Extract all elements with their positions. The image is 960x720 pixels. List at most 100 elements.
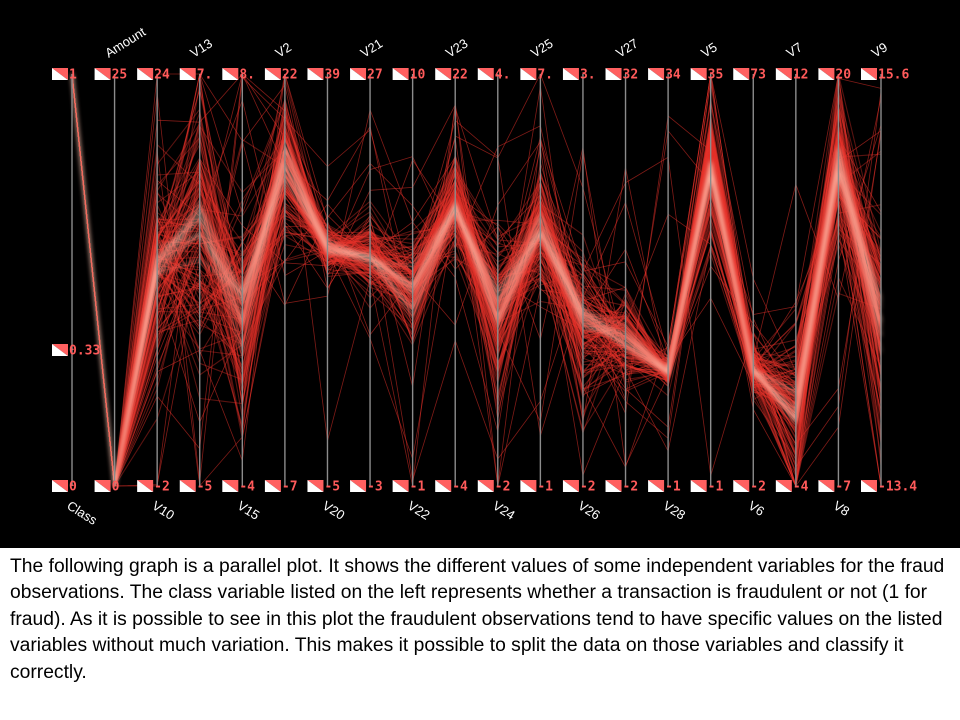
tick-label-bottom-v2: -7: [282, 480, 298, 495]
density-highlight-layer: [70, 73, 883, 487]
tick-label-top-v21: 27: [367, 68, 383, 83]
data-line: [71, 73, 882, 487]
range-handle-top-v20-face: [307, 68, 324, 80]
tick-label-top-v27: 32: [623, 68, 639, 83]
tick-label-bottom-v24: -2: [495, 480, 511, 495]
tick-label-bottom-v21: -3: [367, 480, 383, 495]
tick-label-top-v5: 35: [708, 68, 724, 83]
axis-name-v9: V9: [869, 39, 890, 60]
range-handle-bottom-v28-face: [648, 480, 665, 492]
range-handle-bottom-v9-face: [861, 480, 877, 492]
data-line: [71, 73, 882, 487]
axis-name-v13: V13: [187, 36, 215, 61]
tick-label-top-v28: 34: [665, 68, 681, 83]
axis-name-v21: V21: [358, 36, 386, 61]
data-line: [71, 73, 882, 487]
data-line: [71, 73, 882, 487]
range-handle-top-v8-face: [818, 68, 835, 80]
range-handle-top-v9-face: [861, 68, 877, 80]
axis-name-v8: V8: [831, 498, 852, 519]
tick-label-top-v7: 12: [793, 68, 809, 83]
range-handle-bottom-v27-face: [605, 480, 622, 492]
parallel-plot: 100.33Class250Amount24-2V107.-5V138.-4V1…: [52, 24, 917, 528]
range-handle-top-v2-face: [264, 68, 281, 80]
data-line: [71, 73, 882, 487]
range-handle-top-v15-face: [222, 68, 239, 80]
caption: The following graph is a parallel plot. …: [10, 556, 945, 683]
data-line: [71, 73, 882, 487]
data-line: [71, 73, 882, 487]
axis-name-v25: V25: [528, 36, 556, 61]
range-handle-bottom-v24-face: [477, 480, 494, 492]
range-handle-bottom-v2-face: [264, 480, 281, 492]
range-handle-top-v6-face: [733, 68, 750, 80]
data-line: [71, 73, 882, 487]
range-handle-top-v25-face: [520, 68, 537, 80]
axis-name-v27: V27: [613, 36, 641, 61]
range-handle-top-class-face: [52, 68, 68, 80]
range-handle-top-v10-face: [137, 68, 154, 80]
tick-label-mid-class: 0.33: [69, 344, 100, 359]
data-line: [71, 73, 882, 487]
range-handle-bottom-v26-face: [562, 480, 579, 492]
axis-name-v6: V6: [746, 498, 767, 519]
tick-label-top-v9: 15.6: [878, 68, 909, 83]
tick-label-top-v26: 3.: [580, 68, 596, 83]
tick-label-bottom-v9: -13.4: [878, 480, 917, 495]
tick-label-bottom-v23: -4: [452, 480, 468, 495]
axis-name-v24: V24: [490, 498, 518, 523]
axis-name-v2: V2: [273, 39, 294, 60]
tick-label-bottom-v10: -2: [154, 480, 170, 495]
range-handle-bottom-v23-face: [435, 480, 452, 492]
data-line: [71, 73, 882, 487]
parallel-plot-panel: 1 0 0.33 Class 25 0 Amount 24 -2 V10 7. -5 V13 8. -4 V1…: [0, 0, 960, 548]
tick-label-bottom-v20: -5: [324, 480, 340, 495]
tick-label-top-v10: 24: [154, 68, 170, 83]
axis-name-v5: V5: [698, 39, 719, 60]
data-line: [71, 73, 882, 487]
tick-label-top-v15: 8.: [239, 68, 255, 83]
tick-label-bottom-v6: -2: [750, 480, 766, 495]
tick-label-top-amount: 25: [112, 68, 128, 83]
axis-layer: [71, 74, 882, 486]
range-handle-bottom-v5-face: [690, 480, 707, 492]
range-handle-top-v7-face: [775, 68, 792, 80]
tick-label-bottom-v27: -2: [623, 480, 639, 495]
tick-label-bottom-v7: -4: [793, 480, 809, 495]
range-handle-bottom-v6-face: [733, 480, 750, 492]
axis-name-v23: V23: [443, 36, 471, 61]
tick-label-top-class: 1: [69, 68, 77, 83]
tick-label-bottom-v22: -1: [410, 480, 426, 495]
data-line: [71, 73, 882, 487]
axis-name-v26: V26: [575, 498, 603, 523]
density-core-line: [70, 73, 883, 487]
range-handle-bottom-v20-face: [307, 480, 324, 492]
axis-name-v22: V22: [405, 498, 433, 523]
tick-label-top-v6: 73: [750, 68, 766, 83]
range-handle-top-v26-face: [562, 68, 579, 80]
axis-name-v28: V28: [661, 498, 689, 523]
range-handle-bottom-v22-face: [392, 480, 409, 492]
axis-name-v10: V10: [150, 498, 178, 523]
range-handle-bottom-v13-face: [179, 480, 196, 492]
data-line: [71, 73, 882, 487]
range-handle-top-v21-face: [350, 68, 367, 80]
range-handle-bottom-amount-face: [94, 480, 111, 492]
tick-label-bottom-amount: 0: [112, 480, 120, 495]
tick-label-top-v24: 4.: [495, 68, 511, 83]
data-line: [71, 73, 882, 487]
tick-label-bottom-v13: -5: [197, 480, 213, 495]
tick-label-top-v22: 10: [410, 68, 426, 83]
tick-label-bottom-v8: -7: [835, 480, 851, 495]
tick-label-top-v20: 39: [324, 68, 340, 83]
range-handle-mid-class-face: [52, 344, 68, 357]
axis-name-amount: Amount: [102, 24, 148, 61]
range-handle-top-v27-face: [605, 68, 622, 80]
range-handle-bottom-v7-face: [775, 480, 792, 492]
range-handle-bottom-v21-face: [350, 480, 367, 492]
data-line: [71, 73, 882, 487]
data-line: [71, 73, 882, 487]
range-handle-top-v5-face: [690, 68, 707, 80]
tick-label-bottom-v28: -1: [665, 480, 681, 495]
tick-label-bottom-v15: -4: [239, 480, 255, 495]
